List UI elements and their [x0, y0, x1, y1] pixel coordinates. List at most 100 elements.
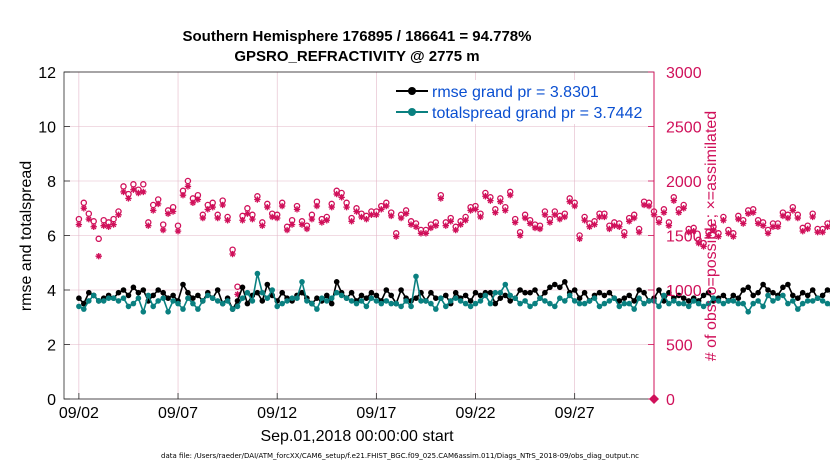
rmse-point: [239, 284, 246, 291]
totalspread-point: [740, 300, 746, 307]
rmse-point: [571, 287, 578, 293]
rmse-point: [373, 292, 380, 299]
assimilated-obs-marker: [373, 211, 380, 218]
rmse-point: [562, 279, 568, 285]
rmse-point: [358, 292, 365, 299]
assimilated-obs-marker: [105, 223, 112, 230]
totalspread-point: [457, 298, 464, 304]
totalspread-point: [160, 295, 166, 302]
totalspread-point: [532, 300, 538, 307]
assimilated-obs-marker: [397, 214, 405, 222]
y-tick-label-left: 8: [47, 174, 56, 191]
rmse-point: [328, 300, 335, 307]
assimilated-obs-marker: [824, 223, 830, 230]
assimilated-obs-marker: [273, 214, 281, 222]
grid: [64, 71, 654, 400]
totalspread-point: [214, 298, 221, 304]
assimilated-obs-marker: [432, 222, 440, 229]
assimilated-obs-marker: [278, 202, 286, 210]
assimilated-obs-marker: [417, 230, 425, 237]
assimilated-obs-marker: [586, 223, 593, 230]
rmse-point: [279, 289, 286, 296]
totalspread-point: [720, 300, 727, 307]
assimilated-obs-marker: [214, 214, 221, 222]
assimilated-obs-marker: [606, 225, 613, 233]
totalspread-point: [423, 298, 429, 304]
possible-obs-marker: [140, 181, 147, 188]
totalspread-point: [279, 300, 286, 307]
totalspread-point: [502, 281, 509, 288]
assimilated-obs-marker: [378, 206, 385, 213]
rmse-point: [135, 289, 142, 296]
totalspread-point: [264, 295, 271, 302]
assimilated-obs-marker: [546, 219, 554, 226]
assimilated-obs-marker: [581, 217, 588, 224]
assimilated-obs-marker: [348, 218, 355, 225]
rmse-point: [368, 289, 375, 296]
assimilated-obs-marker: [487, 197, 494, 204]
totalspread-point: [115, 298, 122, 304]
y-tick-label-right: 1000: [666, 283, 702, 300]
assimilated-obs-marker: [640, 201, 648, 209]
rmse-point: [626, 292, 632, 299]
totalspread-point: [239, 295, 246, 302]
totalspread-point: [368, 295, 375, 302]
assimilated-obs-marker: [239, 217, 246, 224]
rmse-point: [244, 300, 251, 307]
rmse-point: [214, 287, 221, 293]
assimilated-obs-marker: [75, 221, 83, 228]
assimilated-obs-marker: [184, 183, 192, 190]
totalspread-point: [185, 295, 191, 302]
assimilated-obs-marker: [616, 223, 623, 230]
assimilated-obs-marker: [660, 209, 668, 216]
legend-box: [392, 80, 650, 124]
rmse-line: [78, 279, 830, 311]
rmse-point: [452, 289, 459, 296]
obs-series: [75, 177, 830, 298]
assimilated-obs-marker: [194, 196, 202, 203]
rmse-point: [299, 289, 305, 296]
assimilated-obs-marker: [467, 207, 474, 214]
assimilated-obs-marker: [536, 225, 544, 233]
right-axis-zero-marker: [649, 394, 659, 404]
rmse-point: [685, 298, 692, 304]
rmse-point: [492, 300, 499, 307]
assimilated-obs-marker: [135, 189, 142, 197]
totalspread-point: [666, 300, 672, 307]
rmse-point: [155, 287, 161, 293]
rmse-point: [160, 289, 166, 296]
rmse-point: [799, 289, 806, 296]
totalspread-point: [631, 306, 637, 312]
rmse-point: [259, 298, 266, 304]
possible-obs-marker: [95, 235, 102, 243]
assimilated-obs-marker: [229, 250, 236, 258]
totalspread-point: [661, 292, 667, 299]
assimilated-obs-marker: [90, 223, 97, 230]
totalspread-point: [383, 298, 390, 304]
totalspread-point: [289, 295, 295, 302]
totalspread-point: [482, 292, 489, 299]
totalspread-point: [477, 298, 484, 304]
assimilated-obs-marker: [462, 217, 469, 224]
rmse-point: [527, 289, 533, 296]
assimilated-obs-marker: [497, 198, 504, 205]
totalspread-point: [581, 300, 588, 307]
assimilated-obs-marker: [511, 219, 519, 226]
y-tick-label-left: 4: [47, 283, 56, 300]
assimilated-obs-marker: [749, 209, 757, 216]
x-tick-label: 09/27: [555, 405, 595, 422]
rmse-point: [760, 281, 766, 288]
totalspread-point: [765, 292, 771, 299]
totalspread-point: [86, 298, 92, 304]
assimilated-obs-marker: [819, 229, 826, 236]
rmse-point: [264, 281, 271, 288]
assimilated-obs-marker: [333, 190, 340, 198]
assimilated-obs-marker: [264, 203, 271, 211]
rmse-point: [477, 292, 484, 299]
rmse-point: [517, 287, 523, 293]
assimilated-obs-marker: [472, 206, 479, 213]
assimilated-obs-marker: [502, 207, 509, 214]
totalspread-point: [606, 298, 613, 304]
assimilated-obs-marker: [442, 222, 449, 229]
assimilated-obs-marker: [784, 214, 792, 222]
